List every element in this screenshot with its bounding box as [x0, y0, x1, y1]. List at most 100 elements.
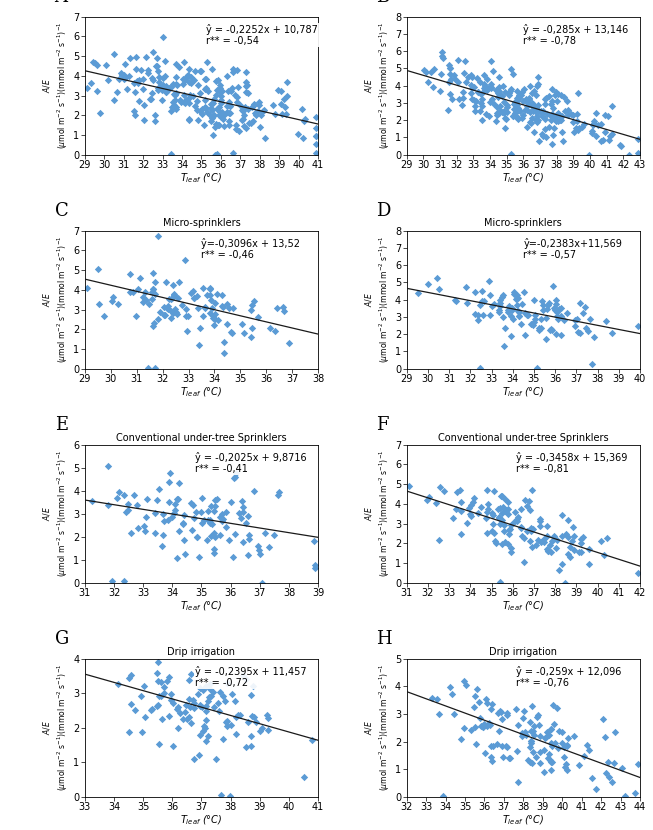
- Point: [436, 68, 446, 81]
- Point: [518, 95, 528, 108]
- Point: [124, 725, 135, 739]
- Title: Conventional under-tree Sprinklers: Conventional under-tree Sprinklers: [438, 432, 609, 442]
- Point: [537, 304, 548, 317]
- Y-axis label: $A/E$
($\mu$mol m$^{-2}$ s$^{-1}$)(mmol m$^{-2}$ s$^{-1}$)$^{-1}$: $A/E$ ($\mu$mol m$^{-2}$ s$^{-1}$)(mmol …: [40, 664, 71, 792]
- Point: [145, 92, 155, 105]
- Point: [160, 54, 170, 67]
- Point: [189, 74, 199, 87]
- Point: [242, 548, 253, 561]
- Point: [195, 64, 206, 77]
- Point: [224, 95, 234, 109]
- Point: [206, 101, 216, 115]
- Point: [475, 105, 485, 118]
- Point: [212, 696, 223, 710]
- Point: [188, 284, 199, 297]
- Point: [222, 99, 232, 112]
- Point: [231, 123, 241, 136]
- Point: [218, 732, 229, 745]
- Point: [241, 75, 251, 88]
- Point: [453, 76, 464, 89]
- Point: [222, 105, 232, 119]
- Point: [124, 70, 135, 83]
- Point: [246, 688, 256, 701]
- Point: [231, 710, 241, 724]
- Point: [264, 540, 274, 554]
- Point: [243, 715, 253, 729]
- Point: [199, 721, 210, 735]
- Point: [549, 304, 560, 317]
- Point: [587, 772, 597, 785]
- Point: [152, 666, 163, 679]
- Point: [133, 282, 143, 295]
- Point: [209, 546, 219, 559]
- Point: [217, 288, 227, 301]
- Point: [184, 673, 195, 686]
- Point: [485, 289, 496, 302]
- Point: [281, 108, 291, 121]
- Point: [533, 114, 543, 127]
- Point: [512, 102, 522, 115]
- Point: [456, 495, 466, 508]
- Point: [140, 286, 150, 299]
- Point: [511, 85, 522, 98]
- Point: [180, 254, 190, 267]
- Point: [539, 731, 550, 745]
- Point: [157, 84, 167, 97]
- Text: F: F: [376, 416, 389, 433]
- Point: [155, 689, 166, 702]
- Point: [191, 530, 202, 544]
- Point: [253, 95, 264, 109]
- Point: [535, 512, 545, 525]
- Point: [134, 73, 144, 86]
- Point: [576, 545, 586, 559]
- Point: [215, 79, 225, 92]
- Point: [126, 526, 136, 540]
- Point: [466, 724, 476, 737]
- Point: [489, 526, 500, 540]
- Point: [547, 535, 558, 548]
- Point: [526, 112, 537, 125]
- Point: [552, 310, 562, 323]
- Point: [170, 102, 181, 115]
- Point: [119, 574, 129, 588]
- Point: [517, 730, 527, 743]
- Point: [217, 690, 228, 703]
- Point: [534, 324, 545, 337]
- Point: [260, 526, 270, 540]
- Point: [249, 710, 259, 724]
- Point: [158, 78, 168, 91]
- Point: [488, 484, 499, 497]
- Point: [129, 104, 139, 117]
- Point: [148, 282, 158, 295]
- Point: [513, 719, 523, 732]
- Point: [633, 133, 643, 146]
- Point: [178, 77, 189, 90]
- Point: [503, 752, 514, 765]
- Point: [165, 148, 176, 161]
- Point: [592, 119, 603, 132]
- Point: [603, 755, 613, 769]
- Point: [239, 120, 249, 133]
- Point: [205, 306, 215, 320]
- Point: [226, 85, 236, 98]
- Point: [200, 705, 211, 718]
- Point: [165, 81, 176, 94]
- Point: [522, 500, 533, 513]
- Point: [309, 535, 319, 548]
- Point: [192, 94, 202, 107]
- Point: [517, 298, 527, 311]
- Point: [507, 301, 517, 315]
- Point: [280, 100, 291, 113]
- Point: [521, 729, 532, 742]
- Point: [549, 111, 560, 124]
- Point: [214, 85, 225, 99]
- Point: [538, 129, 549, 143]
- Point: [547, 740, 558, 753]
- Y-axis label: $A/E$
($\mu$mol m$^{-2}$ s$^{-1}$)(mmol m$^{-2}$ s$^{-1}$)$^{-1}$: $A/E$ ($\mu$mol m$^{-2}$ s$^{-1}$)(mmol …: [362, 236, 392, 364]
- Point: [450, 72, 460, 85]
- Point: [95, 106, 105, 120]
- Point: [156, 713, 167, 726]
- Point: [532, 710, 543, 724]
- Point: [234, 709, 245, 722]
- Point: [166, 688, 176, 701]
